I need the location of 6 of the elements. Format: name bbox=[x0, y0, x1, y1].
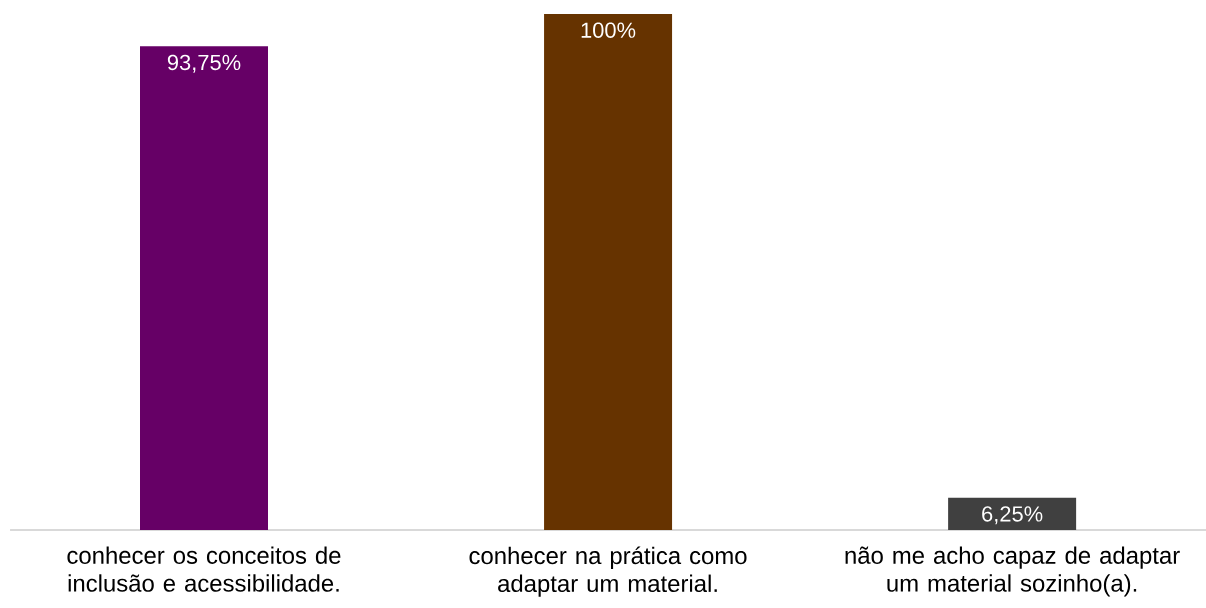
x-tick-label: não me acho capaz de adaptar um material sozinho(a). bbox=[845, 546, 1180, 597]
data-label: 6,25% bbox=[982, 506, 1043, 525]
x-tick-label: conhecer na prática como adaptar um material. bbox=[469, 546, 747, 597]
data-label: 100% bbox=[581, 22, 636, 38]
data-label: 93,75% bbox=[167, 54, 241, 73]
x-tick-label: conhecer os conceitos de inclusão e acessibilidade. bbox=[67, 546, 341, 592]
